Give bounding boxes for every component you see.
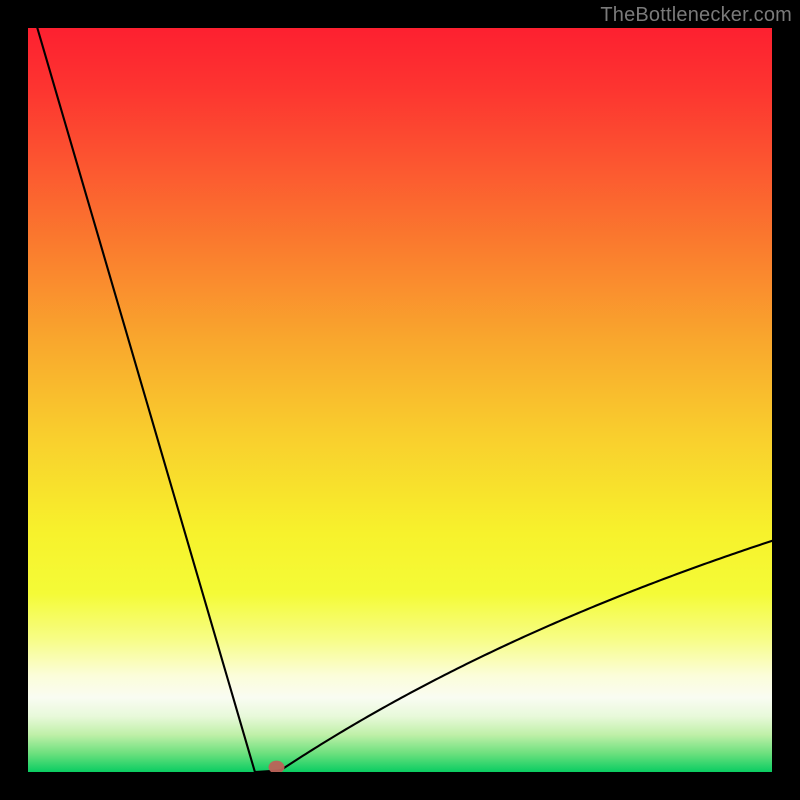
chart-background-gradient bbox=[28, 28, 772, 772]
bottleneck-chart bbox=[28, 28, 772, 772]
watermark-text: TheBottlenecker.com bbox=[600, 4, 792, 27]
